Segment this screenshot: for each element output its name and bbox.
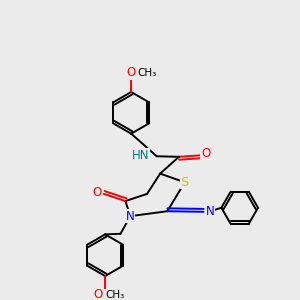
Text: CH₃: CH₃ bbox=[106, 290, 125, 300]
Text: O: O bbox=[93, 187, 102, 200]
Text: CH₃: CH₃ bbox=[137, 68, 157, 78]
Text: N: N bbox=[206, 205, 214, 218]
Text: O: O bbox=[201, 147, 210, 161]
Text: O: O bbox=[127, 66, 136, 80]
Text: S: S bbox=[181, 176, 189, 189]
Text: O: O bbox=[93, 288, 103, 300]
Text: N: N bbox=[126, 210, 135, 223]
Text: HN: HN bbox=[132, 149, 149, 162]
